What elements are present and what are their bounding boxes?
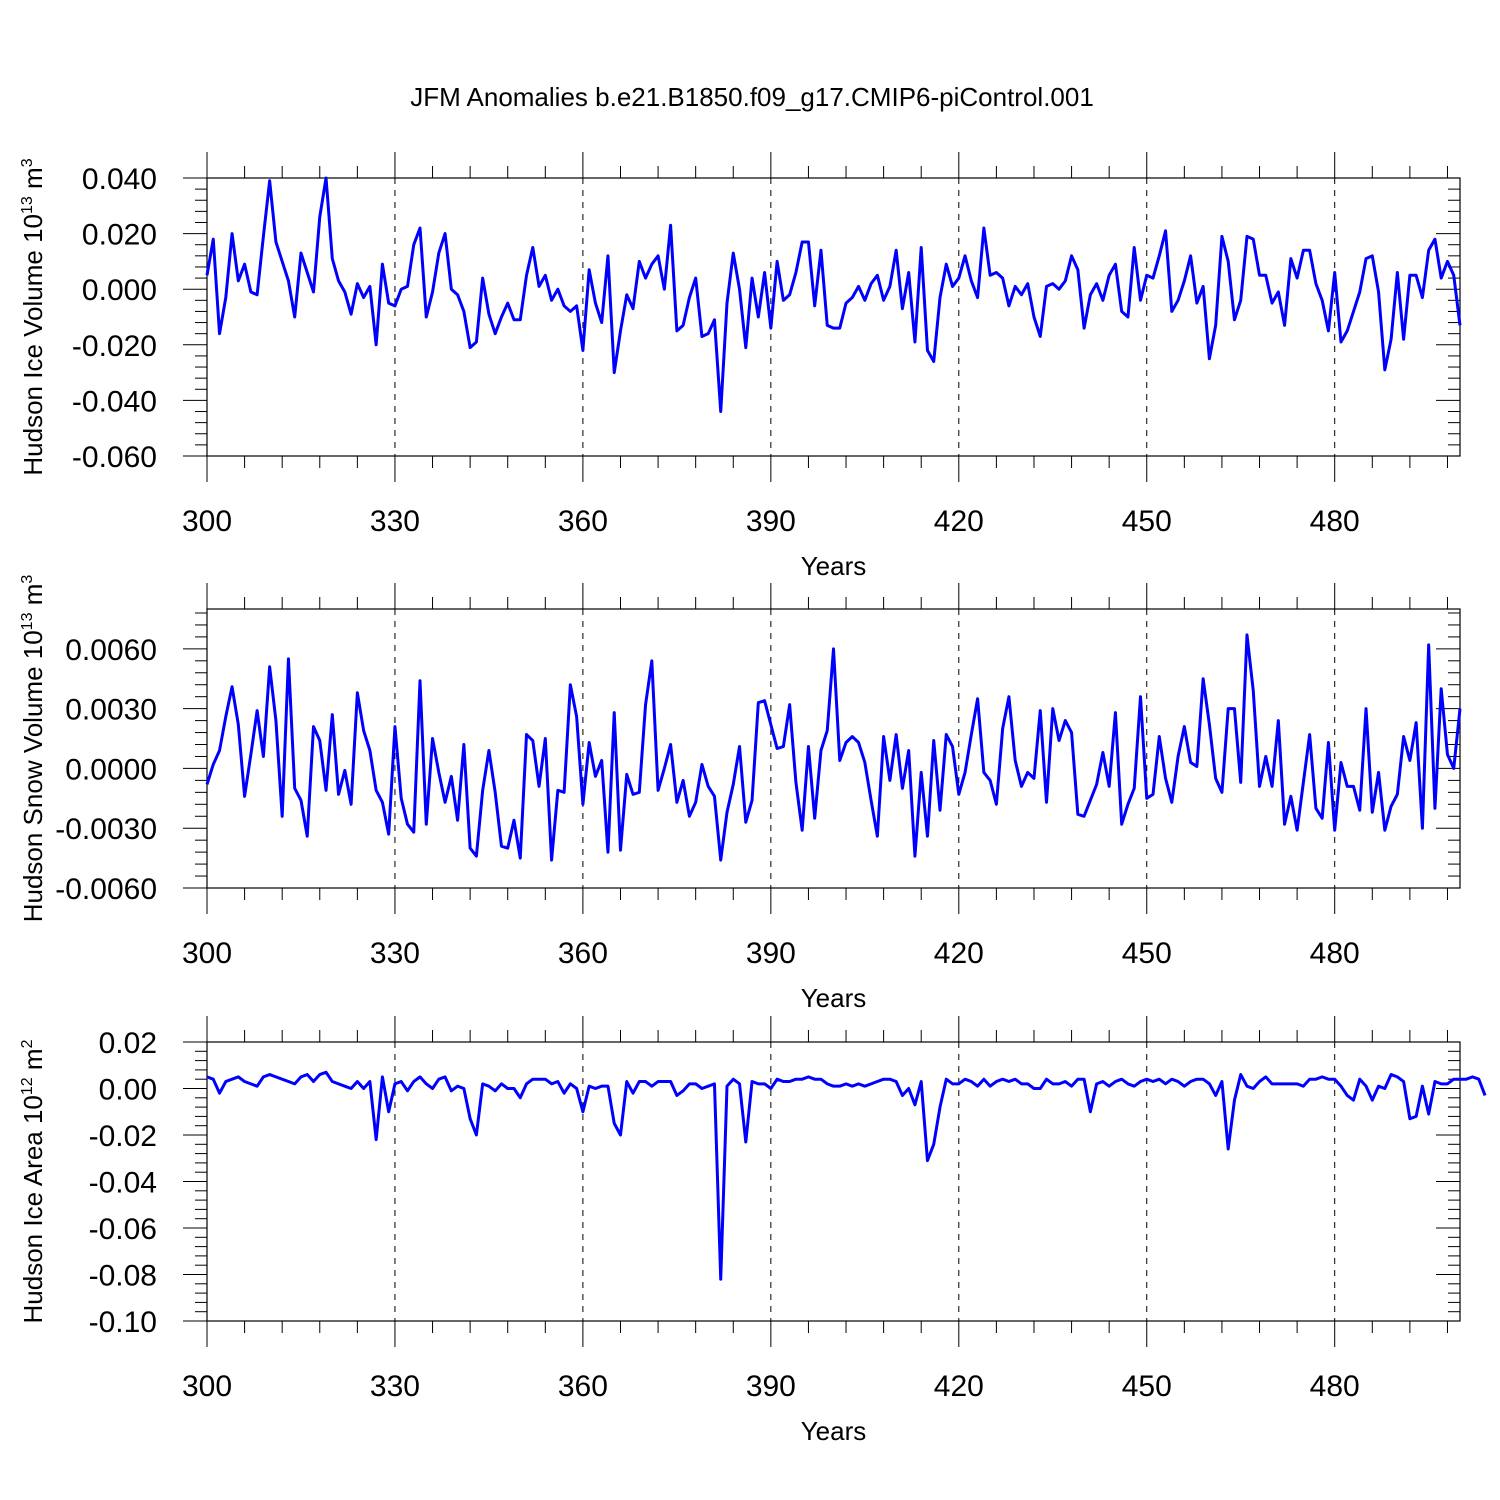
x-tick-label: 390	[746, 937, 796, 970]
y-tick-label: -0.0030	[55, 813, 157, 846]
y-tick-label: 0.0030	[65, 694, 157, 727]
chart-panel-2: 300 330 360 390 420 450 480 Years -0.0060 -0.0030…	[18, 575, 1462, 1013]
x-tick-label: 360	[558, 937, 608, 970]
x-tick-label: 360	[558, 1370, 608, 1403]
y-tick-label: 0.0000	[65, 753, 157, 786]
y-tick-label: -0.0060	[55, 873, 157, 906]
chart-panel-3: 300 330 360 390 420 450 480 Years -0.10 -0.08 -0.0…	[18, 1016, 1487, 1446]
y-tick-label: 0.020	[82, 219, 157, 252]
x-tick-label: 330	[370, 1370, 420, 1403]
x-axis-title: Years	[801, 1416, 867, 1446]
x-tick-label: 480	[1310, 505, 1360, 538]
x-tick-label: 480	[1310, 937, 1360, 970]
x-tick-label: 420	[934, 505, 984, 538]
x-tick-label: 390	[746, 505, 796, 538]
y-tick-label: -0.06	[89, 1213, 157, 1246]
x-tick-label: 450	[1122, 937, 1172, 970]
y-tick-label: -0.04	[89, 1167, 157, 1200]
x-tick-label: 420	[934, 1370, 984, 1403]
y-tick-label: 0.0060	[65, 634, 157, 667]
y-tick-label: 0.00	[99, 1074, 157, 1107]
x-tick-label: 450	[1122, 505, 1172, 538]
x-tick-label: 450	[1122, 1370, 1172, 1403]
series-line	[205, 633, 1462, 862]
x-tick-label: 300	[182, 937, 232, 970]
x-axis-title: Years	[801, 551, 867, 581]
y-tick-label: 0.02	[99, 1027, 157, 1060]
x-tick-label: 330	[370, 505, 420, 538]
y-tick-label: -0.10	[89, 1306, 157, 1339]
x-tick-label: 420	[934, 937, 984, 970]
x-tick-label: 360	[558, 505, 608, 538]
x-tick-label: 300	[182, 1370, 232, 1403]
x-tick-label: 330	[370, 937, 420, 970]
series-line	[205, 176, 1462, 414]
y-axis-title: Hudson Ice Area 1012 m2	[18, 1039, 48, 1323]
y-axis-title: Hudson Snow Volume 1013 m3	[18, 575, 48, 923]
series-line	[206, 1070, 1487, 1281]
x-tick-label: 480	[1310, 1370, 1360, 1403]
y-tick-label: 0.040	[82, 163, 157, 196]
x-tick-label: 390	[746, 1370, 796, 1403]
plot-frame	[206, 608, 1461, 889]
x-axis-title: Years	[801, 983, 867, 1013]
figure-title: JFM Anomalies b.e21.B1850.f09_g17.CMIP6-…	[410, 82, 1094, 112]
x-tick-label: 300	[182, 505, 232, 538]
y-tick-label: -0.02	[89, 1120, 157, 1153]
y-tick-label: -0.08	[89, 1260, 157, 1293]
y-tick-label: -0.020	[72, 330, 157, 363]
y-axis-title: Hudson Ice Volume 1013 m3	[18, 158, 48, 475]
chart-panel-1: 300 330 360 390 420 450 480 Years -0.060 -0.040 -0…	[18, 152, 1462, 581]
y-tick-label: -0.040	[72, 385, 157, 418]
y-tick-label: -0.060	[72, 441, 157, 474]
y-tick-label: 0.000	[82, 274, 157, 307]
